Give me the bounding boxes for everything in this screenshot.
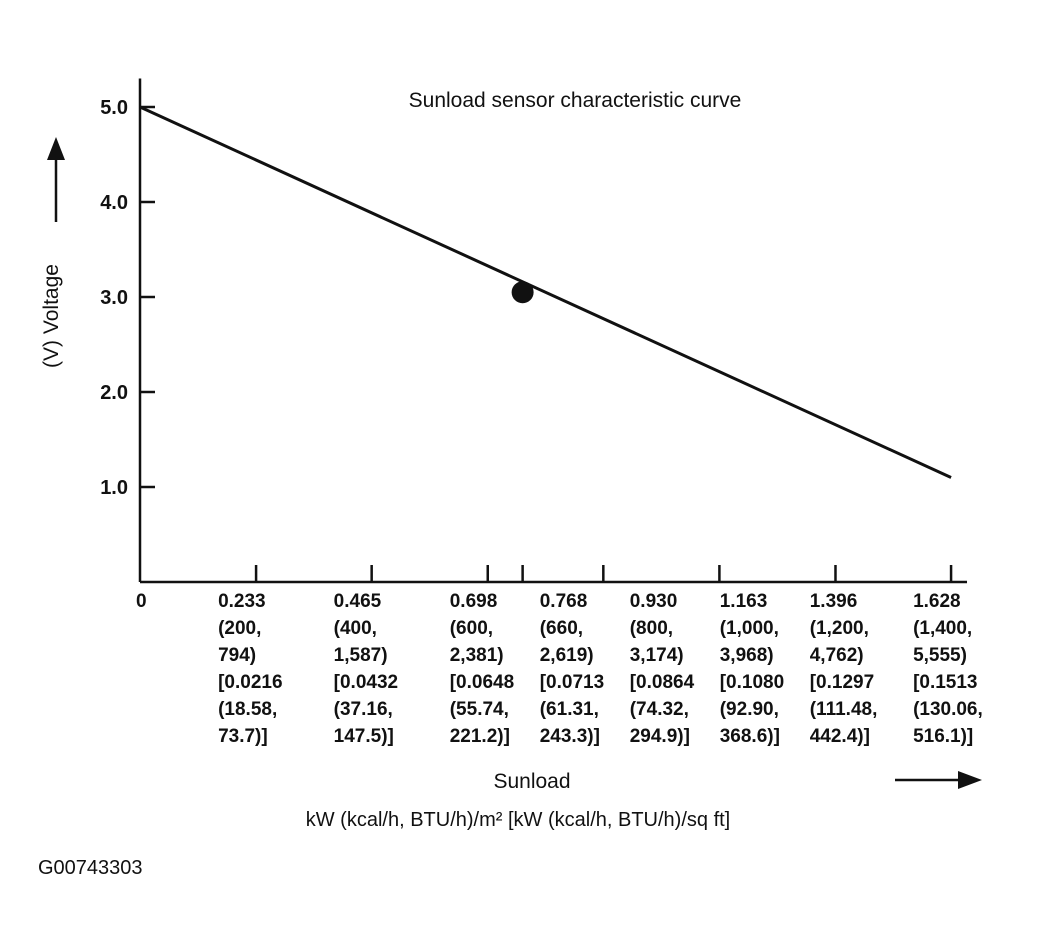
x-tick-label: 0.698 (600, 2,381) [0.0648 (55.74, 221.2… <box>449 591 515 747</box>
x-tick-label: 1.628 (1,400, 5,555) [0.1513 (130.06, 51… <box>913 591 983 747</box>
y-arrowhead <box>47 137 65 160</box>
x-axis-label: Sunload <box>493 770 570 793</box>
figure-id: G00743303 <box>38 857 143 879</box>
y-axis-label: (V) Voltage <box>40 264 63 368</box>
x-arrowhead <box>958 771 982 789</box>
x-tick-label: 0.930 (800, 3,174) [0.0864 (74.32, 294.9… <box>629 591 695 747</box>
y-tick-label: 5.0 <box>100 97 128 119</box>
y-tick-label: 1.0 <box>100 477 128 499</box>
x-units: kW (kcal/h, BTU/h)/m² [kW (kcal/h, BTU/h… <box>306 809 730 831</box>
x-tick-label: 1.396 (1,200, 4,762) [0.1297 (111.48, 44… <box>809 591 878 747</box>
chart-title: Sunload sensor characteristic curve <box>409 89 742 112</box>
x-tick-label: 1.163 (1,000, 3,968) [0.1080 (92.90, 368… <box>719 591 785 747</box>
y-tick-label: 3.0 <box>100 287 128 309</box>
x-tick-label: 0.233 (200, 794) [0.0216 (18.58, 73.7)] <box>218 591 283 747</box>
point <box>511 281 534 304</box>
y-tick-label: 4.0 <box>100 192 128 214</box>
y-tick-label: 2.0 <box>100 382 128 404</box>
x-tick-label: 0 <box>136 591 147 612</box>
x-tick-label: 0.768 (660, 2,619) [0.0713 (61.31, 243.3… <box>539 591 605 747</box>
x-tick-label: 0.465 (400, 1,587) [0.0432 (37.16, 147.5… <box>333 591 399 747</box>
curve <box>139 105 952 479</box>
